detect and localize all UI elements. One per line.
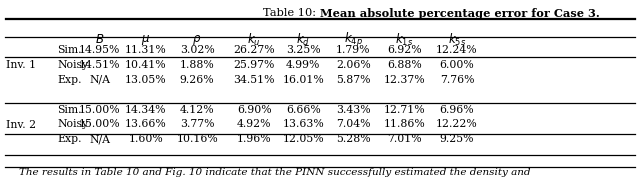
Text: Noisy: Noisy [58, 119, 89, 129]
Text: 1.60%: 1.60% [129, 134, 163, 144]
Text: 12.71%: 12.71% [383, 105, 426, 115]
Text: N/A: N/A [90, 134, 110, 144]
Text: Sim.: Sim. [58, 105, 82, 115]
Text: 2.06%: 2.06% [336, 60, 371, 70]
Text: $k_{5s}$: $k_{5s}$ [448, 31, 466, 48]
Text: 3.25%: 3.25% [286, 45, 321, 55]
Text: 4.99%: 4.99% [286, 60, 321, 70]
Text: $k_{4p}$: $k_{4p}$ [344, 31, 363, 49]
Text: 14.95%: 14.95% [79, 45, 120, 55]
Text: Inv. 2: Inv. 2 [6, 119, 36, 130]
Text: 3.43%: 3.43% [336, 105, 371, 115]
Text: 7.01%: 7.01% [387, 134, 422, 144]
Text: 12.22%: 12.22% [436, 119, 478, 129]
Text: 16.01%: 16.01% [282, 75, 324, 85]
Text: $k_{1s}$: $k_{1s}$ [396, 31, 413, 48]
Text: 1.96%: 1.96% [237, 134, 271, 144]
Text: $k_d$: $k_d$ [296, 31, 310, 48]
Text: 15.00%: 15.00% [79, 105, 121, 115]
Text: 6.88%: 6.88% [387, 60, 422, 70]
Text: 1.88%: 1.88% [180, 60, 214, 70]
Text: 14.34%: 14.34% [125, 105, 166, 115]
Text: $\rho$: $\rho$ [193, 33, 202, 47]
Text: 12.05%: 12.05% [282, 134, 324, 144]
Text: Noisy: Noisy [58, 60, 89, 70]
Text: 10.16%: 10.16% [176, 134, 218, 144]
Text: 13.66%: 13.66% [125, 119, 167, 129]
Text: 3.02%: 3.02% [180, 45, 214, 55]
Text: 3.77%: 3.77% [180, 119, 214, 129]
Text: 11.31%: 11.31% [125, 45, 167, 55]
Text: 5.87%: 5.87% [336, 75, 371, 85]
Text: Exp.: Exp. [58, 75, 82, 85]
Text: 4.92%: 4.92% [237, 119, 271, 129]
Text: 7.04%: 7.04% [336, 119, 371, 129]
Text: 14.51%: 14.51% [79, 60, 120, 70]
Text: 13.05%: 13.05% [125, 75, 167, 85]
Text: $B$: $B$ [95, 33, 104, 46]
Text: Sim.: Sim. [58, 45, 82, 55]
Text: Table 10:: Table 10: [264, 8, 320, 18]
Text: 12.37%: 12.37% [383, 75, 426, 85]
Text: 9.25%: 9.25% [440, 134, 474, 144]
Text: 13.63%: 13.63% [282, 119, 324, 129]
Text: 26.27%: 26.27% [233, 45, 275, 55]
Text: 15.00%: 15.00% [79, 119, 121, 129]
Text: Inv. 1: Inv. 1 [6, 60, 36, 70]
Text: 6.96%: 6.96% [440, 105, 474, 115]
Text: $\mu$: $\mu$ [141, 33, 150, 47]
Text: 9.26%: 9.26% [180, 75, 214, 85]
Text: 7.76%: 7.76% [440, 75, 474, 85]
Text: The results in Table 10 and Fig. 10 indicate that the PINN successfully estimate: The results in Table 10 and Fig. 10 indi… [6, 168, 531, 177]
Text: 6.90%: 6.90% [237, 105, 271, 115]
Text: 6.92%: 6.92% [387, 45, 422, 55]
Text: 12.24%: 12.24% [436, 45, 478, 55]
Text: Mean absolute percentage error for Case 3.: Mean absolute percentage error for Case … [320, 8, 600, 19]
Text: 11.86%: 11.86% [383, 119, 426, 129]
Text: 6.00%: 6.00% [440, 60, 474, 70]
Text: 25.97%: 25.97% [234, 60, 275, 70]
Text: 6.66%: 6.66% [286, 105, 321, 115]
Text: Exp.: Exp. [58, 134, 82, 144]
Text: 1.79%: 1.79% [336, 45, 371, 55]
Text: 34.51%: 34.51% [234, 75, 275, 85]
Text: 10.41%: 10.41% [125, 60, 167, 70]
Text: 4.12%: 4.12% [180, 105, 214, 115]
Text: N/A: N/A [90, 75, 110, 85]
Text: $k_u$: $k_u$ [247, 31, 261, 48]
Text: 5.28%: 5.28% [336, 134, 371, 144]
